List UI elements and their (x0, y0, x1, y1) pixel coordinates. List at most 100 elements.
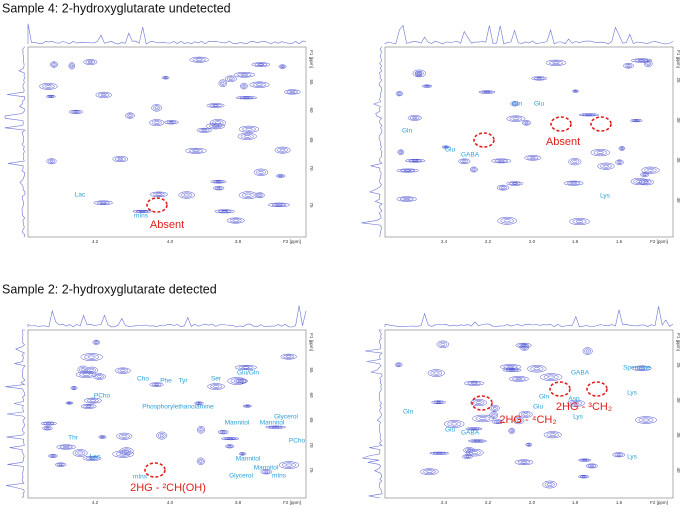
contour (581, 113, 596, 116)
metabolite-label: PCho (289, 438, 306, 445)
contour (408, 159, 423, 162)
contour (199, 459, 203, 463)
contour (213, 186, 225, 191)
highlight-circle (590, 116, 612, 132)
section-title: Sample 2: 2-hydroxyglutarate detected (2, 282, 217, 296)
contour (93, 340, 99, 345)
contour (224, 437, 237, 440)
contour (233, 72, 255, 78)
contour (197, 402, 201, 404)
contour (569, 218, 590, 226)
contour (83, 397, 102, 404)
contour (436, 340, 450, 349)
contour (399, 197, 414, 201)
contour (55, 462, 67, 467)
contour (277, 147, 288, 153)
contour (256, 169, 266, 175)
contour (156, 431, 168, 440)
contour (159, 434, 164, 438)
contour (585, 349, 590, 353)
contour (214, 209, 235, 214)
contour (71, 386, 77, 390)
contour (210, 384, 223, 389)
contour (212, 104, 219, 107)
contour (72, 387, 76, 389)
contour (45, 422, 52, 425)
contour (161, 76, 170, 80)
contour (396, 196, 417, 202)
contour (440, 342, 446, 346)
contour (531, 76, 548, 81)
contour (433, 371, 440, 375)
contour (238, 452, 246, 456)
contour (72, 449, 88, 457)
contour (198, 427, 204, 433)
contour (216, 187, 221, 190)
x-tick-label: 1.6 (616, 500, 623, 505)
contour (62, 446, 70, 449)
contour (400, 169, 416, 172)
contour (460, 159, 469, 164)
highlight-circle (146, 197, 168, 213)
contour (283, 354, 295, 359)
contour (271, 203, 287, 207)
contour (49, 454, 57, 458)
contour (83, 59, 98, 65)
contour (469, 166, 478, 173)
contour (512, 376, 526, 381)
contour (94, 341, 98, 344)
contour (493, 420, 502, 424)
contour (98, 435, 107, 439)
metabolite-label: Glu (533, 404, 544, 411)
metabolite-label: GABA (461, 152, 480, 159)
contour (484, 91, 490, 93)
contour (152, 192, 165, 197)
contour (641, 172, 648, 177)
metabolite-label: Phosphorylethanolamine (142, 404, 214, 411)
contour (432, 452, 446, 455)
contour (242, 97, 251, 99)
contour (529, 156, 536, 159)
contour (443, 145, 449, 149)
x-tick-label: 4.2 (92, 239, 99, 244)
y-axis-label: F1 [ppm] (309, 50, 314, 68)
contour (513, 417, 525, 425)
contour (181, 192, 193, 198)
contour (132, 209, 152, 213)
contour (234, 364, 257, 371)
contour (115, 156, 126, 162)
contour (597, 162, 615, 170)
contour (497, 159, 505, 162)
contour (568, 158, 582, 166)
spectrum-panel: 4.2 4.0 3.8 F2 [ppm] 55 60 65 70 75 F1 [ppm] Cho Ph… (5, 305, 314, 505)
x-tick-label: 1.6 (616, 239, 623, 244)
contour (634, 119, 639, 122)
metabolite-label: Gln (402, 128, 413, 135)
contour (119, 452, 127, 456)
contour (394, 362, 403, 367)
contour (149, 382, 164, 387)
contour (516, 419, 521, 422)
contour (70, 386, 78, 390)
contour (479, 417, 487, 420)
highlight-circle (549, 381, 571, 397)
contour (636, 180, 643, 183)
contour (121, 434, 128, 438)
contour (228, 445, 232, 448)
contour (56, 444, 77, 450)
projection-left (361, 46, 383, 238)
contour (87, 367, 96, 373)
contour (630, 177, 648, 185)
contour (572, 401, 580, 405)
contour (523, 413, 529, 416)
contour (164, 120, 179, 125)
projection-top (384, 306, 674, 328)
contour (92, 339, 101, 345)
contour (545, 59, 567, 66)
contour (494, 159, 508, 163)
contour (421, 84, 433, 88)
contour (635, 366, 649, 371)
contour (278, 175, 283, 177)
contour (56, 463, 65, 467)
